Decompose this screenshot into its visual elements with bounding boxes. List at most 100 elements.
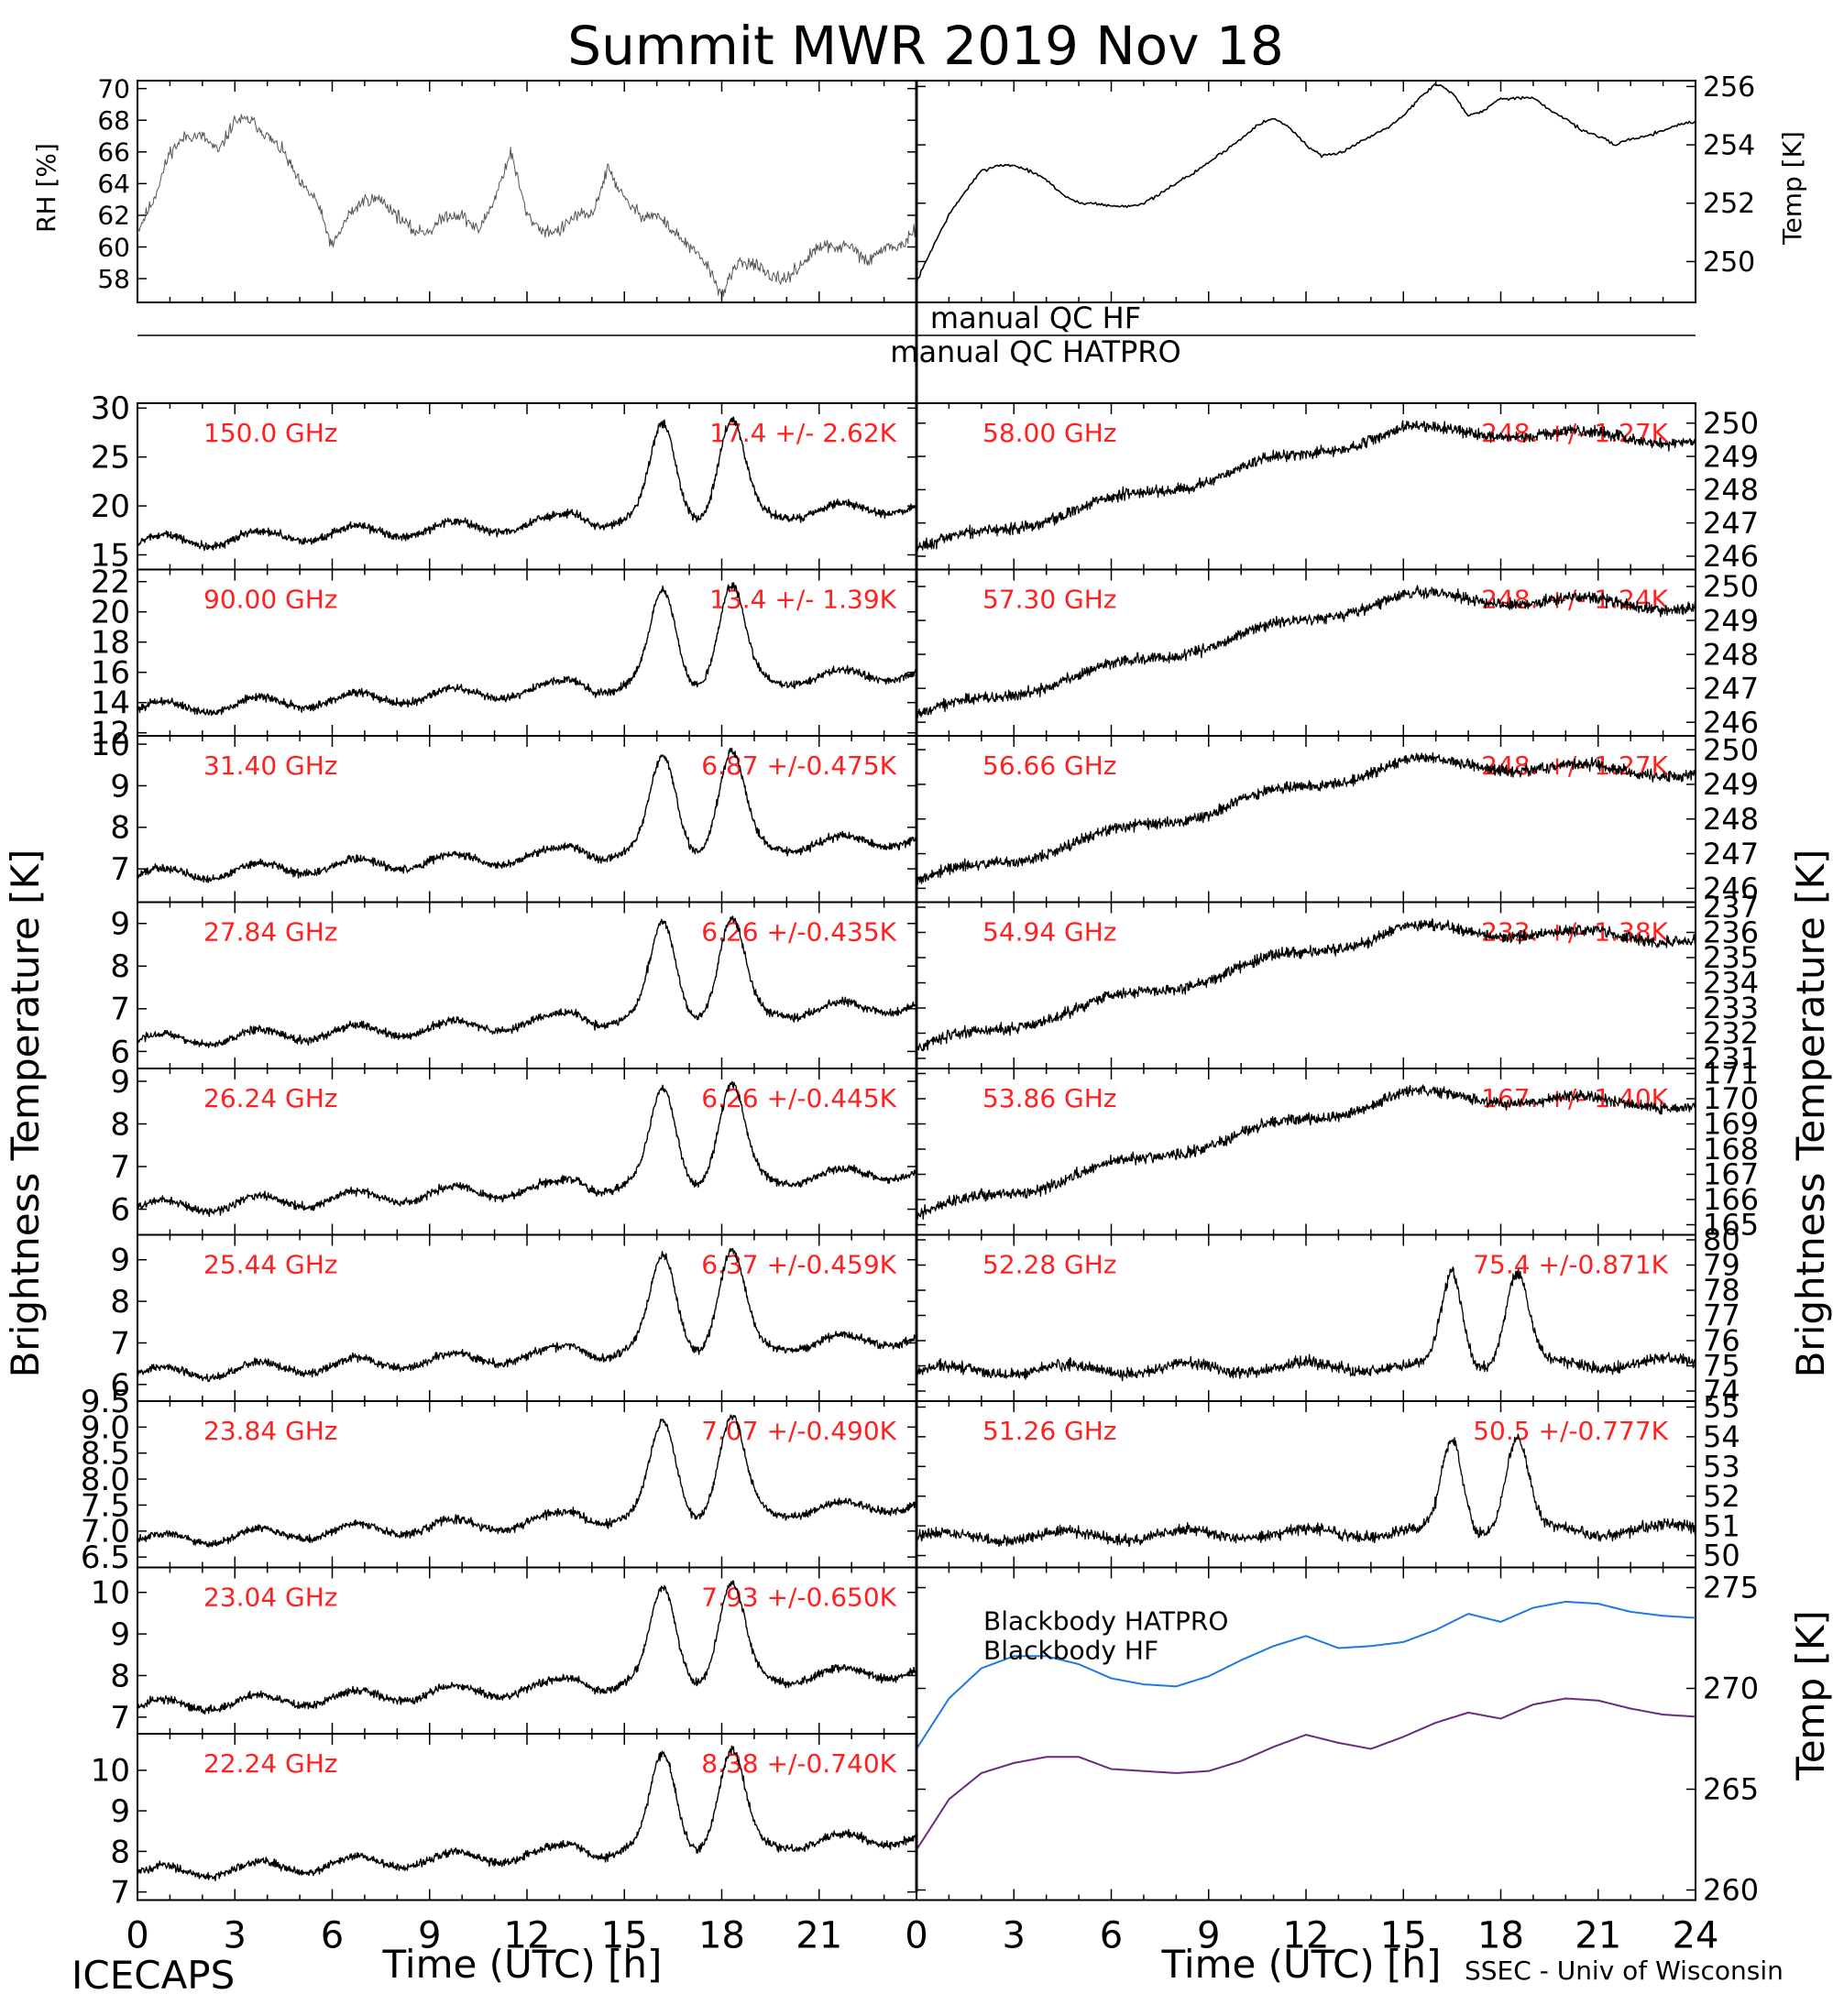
right-panel-tick-label: 167	[1703, 1157, 1759, 1192]
qc-hf-label: manual QC HF	[930, 301, 1141, 335]
blackbody-tick-label: 260	[1703, 1873, 1759, 1908]
panel-stat-label: 13.4 +/- 1.39K	[709, 585, 896, 615]
panel-frequency-label: 23.84 GHz	[203, 1416, 338, 1446]
left-panel-tick-label: 9	[110, 906, 130, 943]
x-tick-label: 18	[698, 1915, 745, 1957]
x-tick-label: 6	[321, 1915, 344, 1957]
temp-tick-label: 256	[1703, 71, 1755, 104]
panel-stat-label: 75.4 +/-0.871K	[1473, 1250, 1668, 1280]
right-panel-tick-label: 248	[1703, 802, 1759, 837]
brightness-temperature-trace	[916, 1084, 1696, 1221]
left-panel-tick-label: 6.5	[81, 1539, 130, 1576]
panel-stat-label: 6.87 +/-0.475K	[701, 751, 896, 781]
right-panel-tick-label: 79	[1703, 1248, 1740, 1283]
left-panel-tick-label: 10	[91, 1575, 130, 1612]
left-panel-8: 7 8 9 10 23.04 GHz 7.93 +/-0.650K	[91, 1566, 917, 1737]
x-tick-label: 21	[796, 1915, 842, 1957]
blackbody-tick-label: 265	[1703, 1772, 1759, 1807]
left-panel-tick-label: 6	[110, 1367, 130, 1404]
right-panel-tick-label: 53	[1703, 1450, 1740, 1485]
left-panel-tick-label: 18	[91, 625, 130, 662]
temp-tick-label: 252	[1703, 188, 1755, 220]
left-panel-tick-label: 15	[91, 537, 130, 574]
right-panel-tick-label: 80	[1703, 1222, 1740, 1257]
right-panel-tick-label: 250	[1703, 732, 1759, 767]
panel-frequency-label: 150.0 GHz	[203, 418, 338, 448]
left-panel-3: 7 8 9 10 31.40 GHz 6.87 +/-0.475K	[91, 727, 917, 904]
brightness-temperature-trace	[916, 1433, 1696, 1548]
rh-ylabel: RH [%]	[31, 143, 61, 233]
x-tick-label: 18	[1477, 1915, 1524, 1957]
brightness-temperature-trace	[137, 1745, 917, 1881]
brightness-temperature-trace	[137, 582, 917, 717]
panel-frequency-label: 26.24 GHz	[203, 1083, 338, 1113]
rh-series-line	[137, 114, 917, 297]
panel-frequency-label: 51.26 GHz	[982, 1416, 1117, 1446]
legend-bb-hf: Blackbody HF	[983, 1636, 1158, 1666]
left-panel-tick-label: 8	[110, 1106, 130, 1143]
left-panel-tick-label: 16	[91, 655, 130, 692]
figure-title: Summit MWR 2019 Nov 18	[567, 15, 1283, 77]
temp-series-line	[916, 82, 1696, 282]
right-panel-tick-label: 74	[1703, 1374, 1740, 1408]
right-panel-tick-label: 250	[1703, 406, 1759, 441]
panel-stat-label: 7.93 +/-0.650K	[701, 1583, 896, 1613]
right-panel-tick-label: 237	[1703, 890, 1759, 925]
left-panel-tick-label: 7	[110, 1149, 130, 1186]
right-panel-tick-label: 77	[1703, 1298, 1740, 1333]
right-panel-tick-label: 233	[1703, 991, 1759, 1025]
right-panel-tick-label: 235	[1703, 940, 1759, 975]
right-panel-tick-label: 246	[1703, 539, 1759, 574]
right-panel-tick-label: 76	[1703, 1323, 1740, 1358]
right-panel-tick-label: 169	[1703, 1107, 1759, 1142]
x-tick-label: 24	[1673, 1915, 1719, 1957]
x-tick-label: 15	[601, 1915, 648, 1957]
panel-frequency-label: 31.40 GHz	[203, 751, 338, 781]
right-panel-tick-label: 246	[1703, 705, 1759, 740]
right-panel-tick-label: 246	[1703, 871, 1759, 906]
x-tick-label: 0	[126, 1915, 148, 1957]
panel-frequency-label: 27.84 GHz	[203, 917, 338, 948]
rh-tick-label: 66	[97, 137, 130, 168]
left-panel-tick-label: 10	[91, 727, 130, 763]
x-tick-label: 3	[1003, 1915, 1026, 1957]
left-panel-5: 6 7 8 9 26.24 GHz 6.26 +/-0.445K	[110, 1064, 917, 1236]
panel-frequency-label: 56.66 GHz	[982, 751, 1117, 781]
left-panel-tick-label: 20	[91, 488, 130, 525]
brightness-temperature-trace	[137, 1414, 917, 1548]
right-panel-tick-label: 171	[1703, 1057, 1759, 1091]
panel-frequency-label: 58.00 GHz	[982, 418, 1117, 448]
panel-frequency-label: 57.30 GHz	[982, 585, 1117, 615]
bb-hf-line	[916, 1697, 1696, 1851]
left-panel-tick-label: 9	[110, 1616, 130, 1653]
left-panel-tick-label: 7.5	[81, 1487, 130, 1524]
panel-stat-label: 6.37 +/-0.459K	[701, 1250, 896, 1280]
panel-stat-label: 7.07 +/-0.490K	[701, 1416, 896, 1446]
right-side-label: Brightness Temperature [K]	[1788, 849, 1833, 1378]
right-panel-tick-label: 247	[1703, 837, 1759, 871]
x-tick-label: 12	[504, 1915, 551, 1957]
rh-panel-frame	[137, 80, 917, 303]
x-tick-label: 3	[224, 1915, 247, 1957]
left-panel-tick-label: 9.0	[81, 1409, 130, 1446]
blackbody-tick-label: 275	[1703, 1571, 1759, 1605]
right-panel-tick-label: 170	[1703, 1081, 1759, 1116]
left-panel-tick-label: 9	[110, 768, 130, 805]
left-panel-tick-label: 9	[110, 1243, 130, 1279]
left-panel-tick-label: 7.0	[81, 1514, 130, 1550]
right-panel-tick-label: 247	[1703, 506, 1759, 541]
temp-panel-frame	[916, 80, 1696, 303]
right-panel-tick-label: 231	[1703, 1041, 1759, 1076]
panel-stat-label: 17.4 +/- 2.62K	[709, 418, 896, 448]
panel-frequency-label: 25.44 GHz	[203, 1250, 338, 1280]
rh-tick-label: 70	[97, 73, 130, 104]
right-bottom-temp-label: Temp [K]	[1788, 1610, 1833, 1781]
left-panel-tick-label: 7	[110, 992, 130, 1028]
footer-left: ICECAPS	[71, 1953, 235, 1998]
right-panel-tick-label: 232	[1703, 1016, 1759, 1051]
